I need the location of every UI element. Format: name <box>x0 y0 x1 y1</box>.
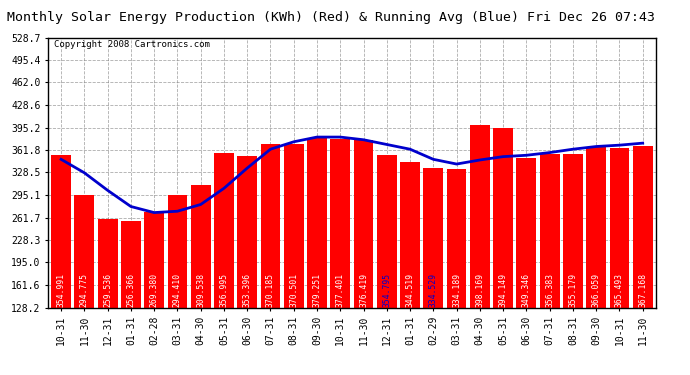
Bar <box>98 219 117 308</box>
Bar <box>75 195 95 308</box>
Text: 370.185: 370.185 <box>266 273 275 307</box>
Bar <box>191 185 210 308</box>
Text: 344.519: 344.519 <box>406 273 415 307</box>
Text: 377.401: 377.401 <box>336 273 345 307</box>
Text: 256.366: 256.366 <box>126 273 135 307</box>
Text: 309.538: 309.538 <box>196 273 205 307</box>
Text: 376.419: 376.419 <box>359 273 368 307</box>
Text: Monthly Solar Energy Production (KWh) (Red) & Running Avg (Blue) Fri Dec 26 07:4: Monthly Solar Energy Production (KWh) (R… <box>7 11 655 24</box>
Bar <box>307 138 327 308</box>
Bar <box>540 154 560 308</box>
Bar <box>609 147 629 308</box>
Text: 353.396: 353.396 <box>243 273 252 307</box>
Bar <box>633 146 653 308</box>
Text: 354.795: 354.795 <box>382 273 391 307</box>
Text: 294.410: 294.410 <box>173 273 182 307</box>
Bar <box>493 128 513 308</box>
Text: 398.169: 398.169 <box>475 273 484 307</box>
Text: 367.168: 367.168 <box>638 273 647 307</box>
Bar <box>517 158 536 308</box>
Bar <box>377 155 397 308</box>
Bar <box>446 169 466 308</box>
Text: 355.179: 355.179 <box>569 273 578 307</box>
Text: 334.529: 334.529 <box>428 273 438 307</box>
Text: 334.189: 334.189 <box>452 273 461 307</box>
Bar <box>470 126 490 308</box>
Text: Copyright 2008 Cartronics.com: Copyright 2008 Cartronics.com <box>55 40 210 49</box>
Bar <box>354 140 373 308</box>
Text: 365.493: 365.493 <box>615 273 624 307</box>
Text: 294.775: 294.775 <box>80 273 89 307</box>
Bar <box>400 162 420 308</box>
Bar <box>331 140 350 308</box>
Bar <box>284 144 304 308</box>
Text: 354.991: 354.991 <box>57 273 66 307</box>
Text: 379.251: 379.251 <box>313 273 322 307</box>
Bar <box>214 153 234 308</box>
Text: 356.995: 356.995 <box>219 273 228 307</box>
Text: 269.380: 269.380 <box>150 273 159 307</box>
Bar <box>121 221 141 308</box>
Bar <box>261 144 280 308</box>
Bar <box>144 212 164 308</box>
Text: 356.383: 356.383 <box>545 273 554 307</box>
Text: 394.149: 394.149 <box>499 273 508 307</box>
Bar <box>424 168 443 308</box>
Bar <box>168 195 187 308</box>
Bar <box>51 154 71 308</box>
Bar <box>586 147 606 308</box>
Text: 370.501: 370.501 <box>289 273 298 307</box>
Text: 259.536: 259.536 <box>103 273 112 307</box>
Bar <box>237 156 257 308</box>
Bar <box>563 154 583 308</box>
Text: 349.346: 349.346 <box>522 273 531 307</box>
Text: 366.059: 366.059 <box>592 273 601 307</box>
